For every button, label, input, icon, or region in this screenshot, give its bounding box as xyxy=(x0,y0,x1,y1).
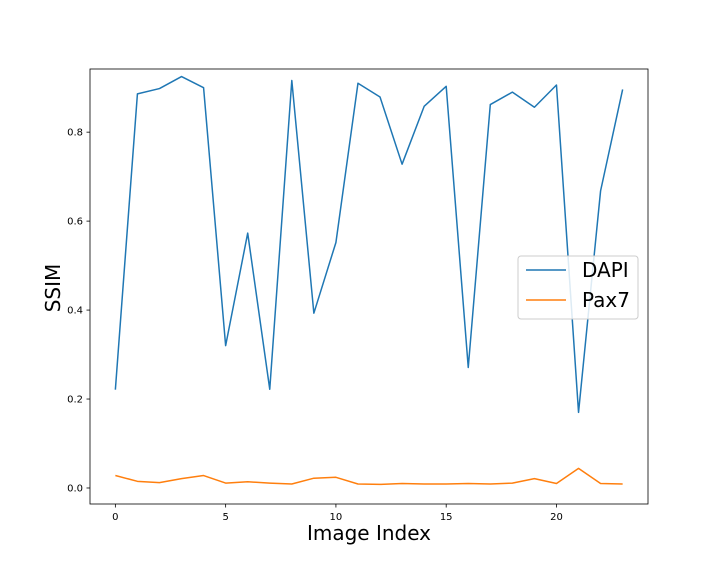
x-axis-ticks: 0 5 10 15 20 xyxy=(112,504,563,523)
x-axis-title: Image Index xyxy=(307,521,431,545)
y-tick-label: 0.6 xyxy=(67,217,83,228)
y-tick-label: 0.8 xyxy=(67,128,83,139)
y-tick-label: 0.2 xyxy=(67,395,83,406)
legend: DAPI Pax7 xyxy=(517,255,639,320)
x-tick-label: 10 xyxy=(330,512,343,523)
y-axis-title: SSIM xyxy=(41,264,65,313)
x-tick-label: 15 xyxy=(440,512,453,523)
legend-label-pax7: Pax7 xyxy=(582,288,630,312)
series-layer xyxy=(114,75,624,486)
series-line-dapi xyxy=(114,75,624,414)
plot-frame xyxy=(89,68,649,505)
series-line-pax7 xyxy=(115,467,623,486)
x-tick-label: 0 xyxy=(112,512,118,523)
x-tick-label: 5 xyxy=(222,512,228,523)
legend-label-dapi: DAPI xyxy=(582,258,629,282)
y-tick-label: 0.0 xyxy=(67,483,83,494)
legend-box xyxy=(517,255,639,320)
y-tick-label: 0.4 xyxy=(67,306,83,317)
y-axis-ticks: 0.0 0.2 0.4 0.6 0.8 xyxy=(67,128,90,494)
x-tick-label: 20 xyxy=(550,512,563,523)
